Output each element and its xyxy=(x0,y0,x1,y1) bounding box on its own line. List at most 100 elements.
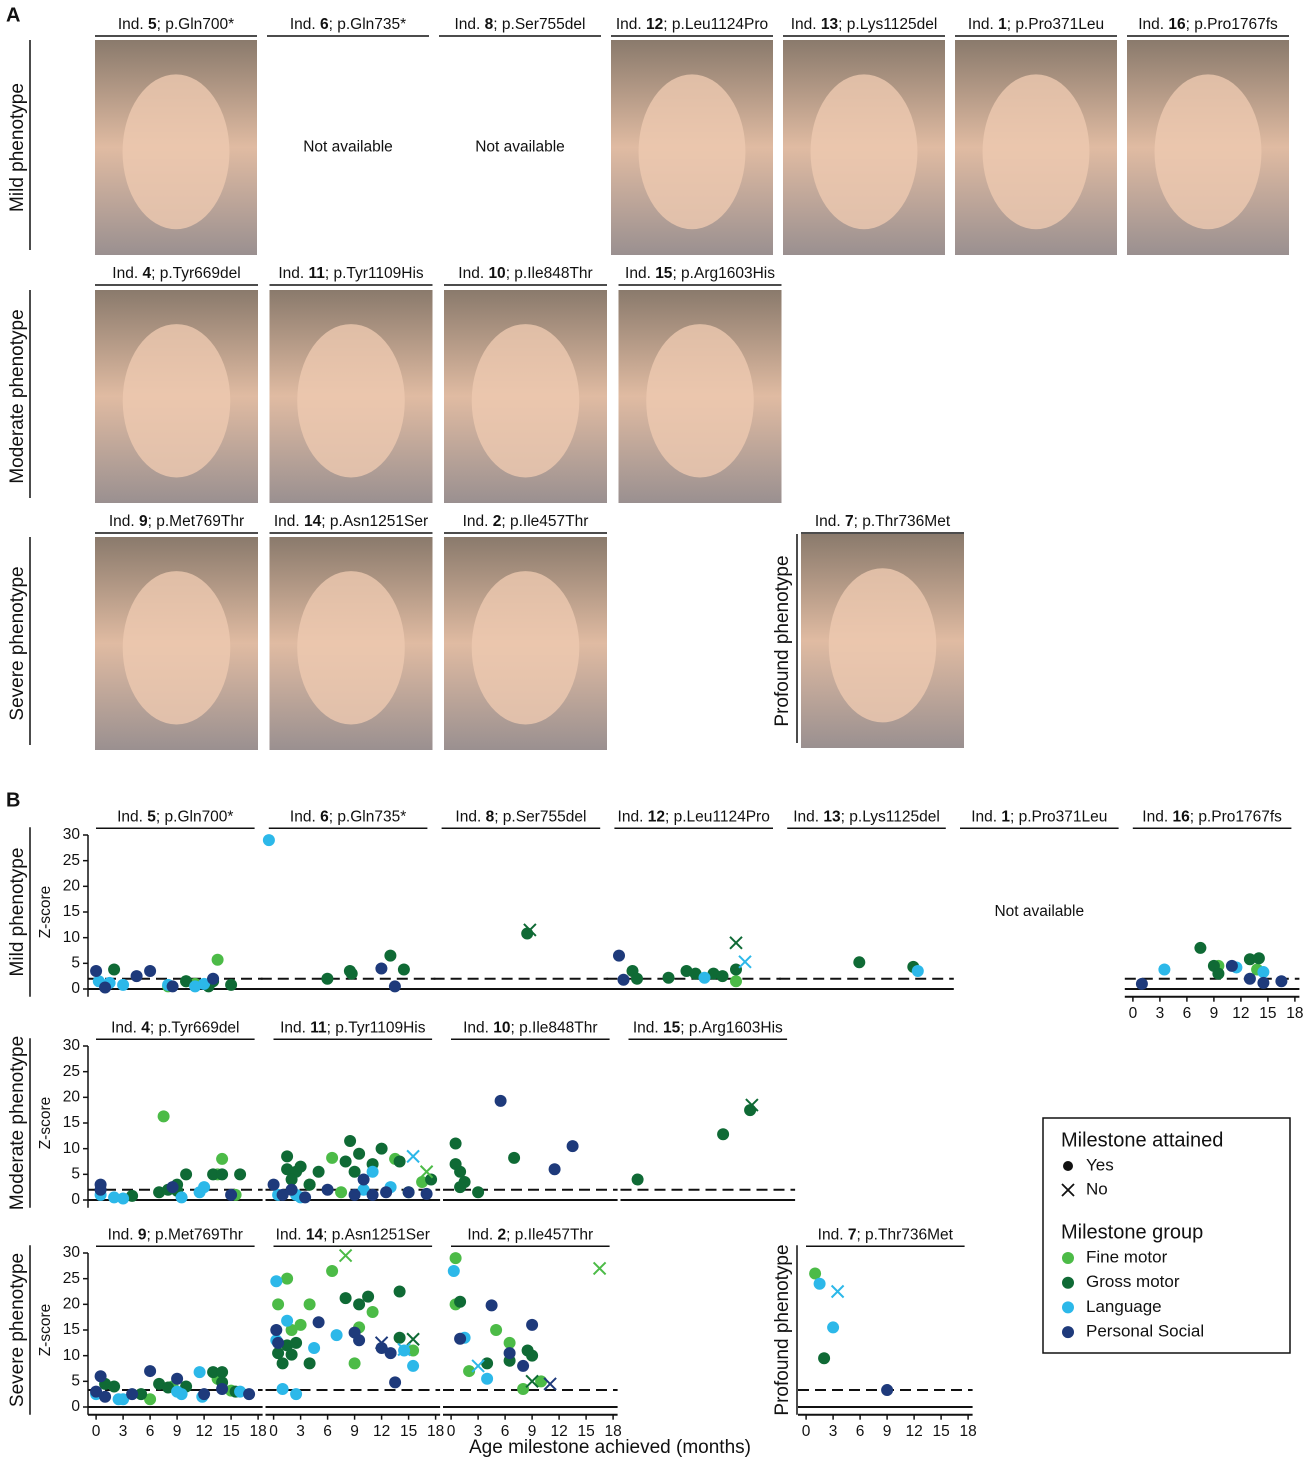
title-part: Ind. xyxy=(118,16,148,33)
y-tick-label: 30 xyxy=(63,826,81,843)
title-part: ; p.Tyr669del xyxy=(150,1019,240,1036)
point xyxy=(216,1366,228,1378)
title-part: Ind. xyxy=(112,265,142,282)
title-part: ; p.Lys1125del xyxy=(841,808,940,825)
title-part: 10 xyxy=(493,1019,510,1036)
missed-point xyxy=(739,956,751,968)
title-part: 13 xyxy=(823,808,841,825)
x-tick-label: 12 xyxy=(550,1423,567,1440)
photo-face xyxy=(123,324,231,477)
legend-title: Milestone attained xyxy=(1061,1129,1223,1151)
x-tick-label: 0 xyxy=(92,1423,101,1440)
title-part: ; p.Lys1125del xyxy=(838,16,937,33)
point xyxy=(225,1189,237,1201)
title-part: ; p.Asn1251Ser xyxy=(321,513,428,530)
panel-title: Ind. 9; p.Met769Thr xyxy=(109,513,244,530)
point xyxy=(290,1337,302,1349)
title-part: Ind. xyxy=(625,265,655,282)
panel-title: Ind. 15; p.Arg1603His xyxy=(625,265,775,282)
y-tick-label: 0 xyxy=(71,980,80,997)
point xyxy=(504,1337,516,1349)
title-part: ; p.Pro371Leu xyxy=(1007,16,1104,33)
point xyxy=(454,1166,466,1178)
point xyxy=(1275,975,1287,987)
point xyxy=(286,1349,298,1361)
point xyxy=(394,1332,406,1344)
title-part: Ind. xyxy=(616,16,646,33)
title-part: ; p.Ile848Thr xyxy=(506,265,593,282)
title-part: ; p.Ser755del xyxy=(493,16,585,33)
title-part: Ind. xyxy=(290,16,320,33)
title-part: ; p.Gln700* xyxy=(157,16,235,33)
legend-label: Gross motor xyxy=(1086,1272,1180,1291)
legend-swatch xyxy=(1062,1301,1074,1313)
title-part: Ind. xyxy=(791,16,821,33)
photo-face xyxy=(829,568,937,722)
point xyxy=(818,1352,830,1364)
x-tick-label: 18 xyxy=(249,1423,266,1440)
y-axis-label: Z-score xyxy=(37,1097,54,1150)
point xyxy=(286,1184,298,1196)
note: Not available xyxy=(475,139,565,156)
legend-swatch xyxy=(1062,1326,1074,1338)
x-tick-label: 15 xyxy=(400,1423,417,1440)
point xyxy=(304,1179,316,1191)
figure: A B Age milestone achieved (months) Mild… xyxy=(0,0,1303,1461)
point xyxy=(450,1252,462,1264)
title-part: Ind. xyxy=(109,513,139,530)
point xyxy=(814,1278,826,1290)
point xyxy=(809,1268,821,1280)
title-part: ; p.Gln735* xyxy=(329,808,407,825)
point xyxy=(326,1265,338,1277)
title-part: ; p.Tyr669del xyxy=(151,265,241,282)
y-tick-label: 25 xyxy=(63,1063,80,1080)
legend-label: Language xyxy=(1086,1297,1162,1316)
title-part: Ind. xyxy=(1142,808,1172,825)
point xyxy=(495,1095,507,1107)
photo-face xyxy=(472,571,580,724)
title-part: ; p.Tyr1109His xyxy=(325,265,424,282)
point xyxy=(167,1181,179,1193)
point xyxy=(90,965,102,977)
title-part: ; p.Pro1767fs xyxy=(1186,16,1278,33)
title-part: ; p.Leu1124Pro xyxy=(665,808,770,825)
point xyxy=(243,1388,255,1400)
y-tick-label: 10 xyxy=(63,1140,81,1157)
title-part: 7 xyxy=(848,1226,857,1243)
y-axis-label: Z-score xyxy=(37,1304,54,1357)
title-part: ; p.Pro1767fs xyxy=(1190,808,1282,825)
point xyxy=(158,1110,170,1122)
x-tick-label: 12 xyxy=(195,1423,212,1440)
title-part: 7 xyxy=(845,513,854,530)
point xyxy=(144,965,156,977)
point xyxy=(394,1156,406,1168)
x-tick-label: 15 xyxy=(222,1423,239,1440)
title-part: Ind. xyxy=(633,1019,663,1036)
photo-face xyxy=(472,324,580,477)
point xyxy=(717,970,729,982)
y-tick-label: 0 xyxy=(71,1191,80,1208)
panel-title: Ind. 8; p.Ser755del xyxy=(454,16,585,33)
y-tick-label: 5 xyxy=(71,1372,80,1389)
title-part: 12 xyxy=(648,808,665,825)
x-tick-label: 9 xyxy=(173,1423,182,1440)
title-part: 10 xyxy=(488,265,505,282)
point xyxy=(176,1191,188,1203)
x-tick-label: 3 xyxy=(829,1423,838,1440)
title-part: ; p.Ile457Thr xyxy=(501,513,588,530)
legend-title: Milestone group xyxy=(1061,1221,1203,1243)
y-axis-label: Z-score xyxy=(37,886,54,939)
title-part: ; p.Asn1251Ser xyxy=(323,1226,430,1243)
point xyxy=(321,973,333,985)
point xyxy=(167,980,179,992)
missed-point xyxy=(594,1262,606,1274)
legend-marker xyxy=(1063,1161,1073,1171)
point xyxy=(508,1152,520,1164)
photo-face xyxy=(1155,74,1262,229)
title-part: Ind. xyxy=(968,16,998,33)
point xyxy=(216,1383,228,1395)
point xyxy=(376,1143,388,1155)
panel-title: Ind. 1; p.Pro371Leu xyxy=(968,16,1104,33)
point xyxy=(1212,968,1224,980)
point xyxy=(295,1319,307,1331)
